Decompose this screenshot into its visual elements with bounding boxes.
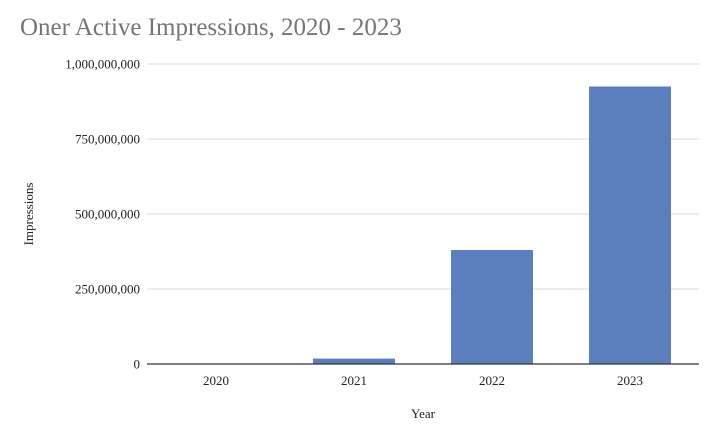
x-tick-label: 2022 xyxy=(479,373,505,388)
bars xyxy=(313,86,671,364)
x-axis-tick-labels: 2020 2021 2022 2023 xyxy=(203,373,643,388)
y-tick-label: 0 xyxy=(134,357,141,372)
x-axis-title: Year xyxy=(411,406,436,421)
y-axis-title: Impressions xyxy=(21,183,36,246)
y-tick-label: 500,000,000 xyxy=(75,207,140,222)
y-axis-tick-labels: 0 250,000,000 500,000,000 750,000,000 1,000,… xyxy=(65,57,140,372)
bar-2023 xyxy=(589,86,671,364)
x-tick-label: 2020 xyxy=(203,373,229,388)
x-tick-label: 2023 xyxy=(617,373,643,388)
y-tick-label: 750,000,000 xyxy=(75,132,140,147)
bar-2021 xyxy=(313,358,395,364)
y-tick-label: 1,000,000,000 xyxy=(65,57,140,72)
chart-title: Oner Active Impressions, 2020 - 2023 xyxy=(20,14,402,41)
bar-2022 xyxy=(451,250,533,364)
x-tick-label: 2021 xyxy=(341,373,367,388)
y-tick-label: 250,000,000 xyxy=(75,282,140,297)
